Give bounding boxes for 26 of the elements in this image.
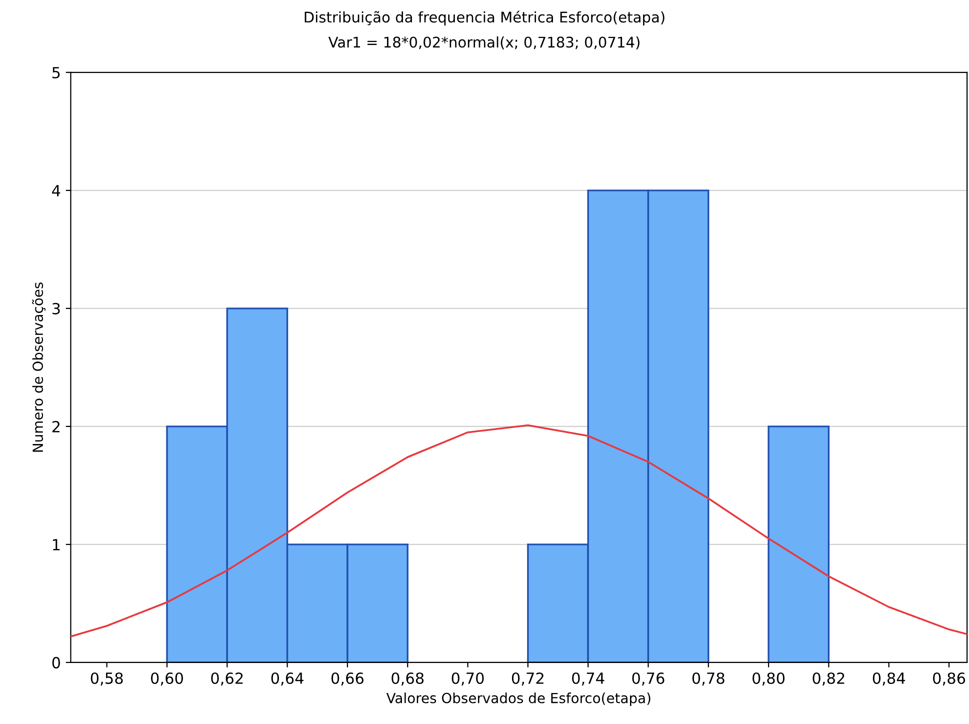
x-tick-label: 0,68 xyxy=(392,672,424,686)
x-tick-label: 0,66 xyxy=(331,672,364,686)
x-tick-label: 0,74 xyxy=(572,672,604,686)
x-tick-label: 0,64 xyxy=(271,672,304,686)
line-series xyxy=(70,424,968,638)
y-tick-label: 4 xyxy=(52,185,60,196)
y-tick-label: 5 xyxy=(52,67,60,78)
x-tick-label: 0,58 xyxy=(90,672,123,686)
x-tick-label: 0,84 xyxy=(872,672,906,686)
y-tick-label: 2 xyxy=(52,420,60,432)
x-axis-title: Valores Observados de Esforco(etapa) xyxy=(386,692,650,706)
x-tick-label: 0,72 xyxy=(512,672,544,686)
x-tick-label: 0,80 xyxy=(752,672,785,686)
chart-title: Distribuição da frequencia Métrica Esforco(etapa) xyxy=(304,10,664,26)
x-tick-label: 0,78 xyxy=(692,672,724,686)
y-tick-label: 3 xyxy=(52,302,60,314)
x-tick-label: 0,60 xyxy=(150,672,183,686)
y-axis-title: Numero de Observações xyxy=(32,282,46,452)
x-tick-label: 0,86 xyxy=(933,672,966,686)
x-tick-label: 0,70 xyxy=(452,672,484,686)
x-tick-label: 0,76 xyxy=(632,672,664,686)
chart-subtitle: Var1 = 18*0,02*normal(x; 0,7183; 0,0714) xyxy=(328,36,640,50)
y-tick-label: 1 xyxy=(52,539,60,550)
x-tick-label: 0,82 xyxy=(812,672,844,686)
y-tick-label: 0 xyxy=(52,656,60,668)
x-tick-label: 0,62 xyxy=(211,672,243,686)
